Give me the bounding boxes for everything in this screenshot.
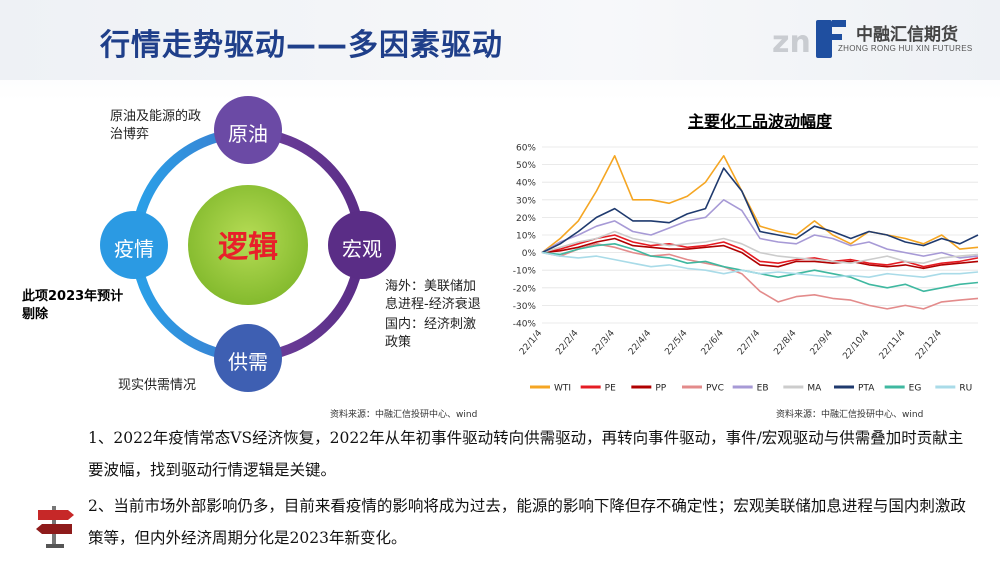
- legend-label: PE: [605, 384, 616, 394]
- legend-label: PP: [655, 384, 666, 394]
- node-label-supply-demand: 供需: [228, 350, 268, 374]
- series-line-eb: [541, 199, 979, 259]
- legend-label: PVC: [706, 384, 724, 394]
- y-tick-label: 10%: [516, 232, 536, 242]
- y-tick-label: 60%: [516, 144, 536, 154]
- x-tick-label: 22/8/4: [772, 328, 798, 357]
- logo-f-mark: [816, 20, 832, 58]
- series-line-pta: [541, 167, 979, 254]
- series-line-pvc: [541, 243, 979, 310]
- y-tick-label: 50%: [516, 161, 536, 171]
- legend-label: PTA: [858, 384, 875, 394]
- logo-name-en: ZHONG RONG HUI XIN FUTURES: [838, 44, 973, 53]
- note-supply-demand: 现实供需情况: [118, 378, 197, 393]
- x-tick-label: 22/6/4: [700, 328, 726, 357]
- center-circle: [188, 185, 308, 305]
- y-tick-label: -20%: [513, 284, 537, 294]
- center-label-logic: 逻辑: [218, 230, 278, 265]
- diagram-source: 资料来源：中融汇信投研中心、wind: [330, 410, 478, 420]
- node-circle-top: [214, 96, 282, 164]
- note-epidemic: 此项2023年预计 剔除: [22, 289, 124, 322]
- series-line-ru: [541, 251, 979, 278]
- chart-title: 主要化工品波动幅度: [687, 112, 832, 131]
- node-label-oil: 原油: [228, 122, 268, 146]
- legend-label: RU: [959, 384, 972, 394]
- page-title: 行情走势驱动——多因素驱动: [100, 28, 503, 63]
- series-line-eg: [541, 243, 979, 293]
- node-label-macro: 宏观: [342, 237, 382, 261]
- x-tick-label: 22/4/4: [627, 328, 653, 357]
- x-tick-label: 22/1/4: [518, 328, 544, 357]
- node-circle-bottom: [214, 324, 282, 392]
- legend-label: EG: [909, 384, 922, 394]
- series-line-wti: [541, 154, 979, 254]
- signpost-icon: [36, 506, 74, 548]
- y-tick-label: 40%: [516, 179, 536, 189]
- paragraph-2: 2、当前市场外部影响仍多，目前来看疫情的影响将成为过去，能源的影响下降但存不确定…: [88, 497, 966, 547]
- legend-label: EB: [757, 384, 769, 394]
- y-tick-label: 20%: [516, 214, 536, 224]
- x-tick-label: 22/2/4: [554, 328, 580, 357]
- logic-cycle-diagram: [100, 96, 396, 392]
- y-tick-label: -40%: [513, 320, 537, 330]
- logo-watermark-letters: zn: [772, 25, 811, 60]
- x-tick-label: 22/5/4: [663, 328, 689, 357]
- logo-name-cn: 中融汇信期货: [856, 25, 958, 45]
- y-tick-label: 0%: [522, 249, 537, 259]
- y-tick-label: -30%: [513, 302, 537, 312]
- x-tick-label: 22/12/4: [914, 328, 944, 361]
- x-tick-label: 22/9/4: [809, 328, 835, 357]
- note-macro-domestic: 国内：经济刺激 政策: [385, 317, 477, 350]
- x-tick-label: 22/3/4: [591, 328, 617, 357]
- chart-source: 资料来源：中融汇信投研中心、wind: [776, 410, 924, 420]
- paragraph-1: 1、2022年疫情常态VS经济恢复，2022年从年初事件驱动转向供需驱动，再转向…: [88, 429, 964, 479]
- series-line-ma: [541, 230, 979, 264]
- line-chart: 60%50%40%30%20%10%0%-10%-20%-30%-40%22/1…: [513, 144, 979, 394]
- y-tick-label: 30%: [516, 196, 536, 206]
- node-label-epidemic: 疫情: [114, 237, 154, 261]
- node-circle-left: [100, 211, 168, 279]
- x-tick-label: 22/11/4: [878, 328, 908, 361]
- x-tick-label: 22/7/4: [736, 328, 762, 357]
- note-oil: 原油及能源的政 治博弈: [110, 109, 202, 142]
- legend-label: MA: [807, 384, 822, 394]
- legend-label: WTI: [554, 384, 571, 394]
- note-macro-overseas: 海外：美联储加 息进程-经济衰退: [385, 279, 481, 312]
- series-line-pp: [541, 237, 979, 270]
- company-logo: zn: [772, 20, 846, 60]
- y-tick-label: -10%: [513, 267, 537, 277]
- x-tick-label: 22/10/4: [841, 328, 871, 361]
- node-circle-right: [328, 211, 396, 279]
